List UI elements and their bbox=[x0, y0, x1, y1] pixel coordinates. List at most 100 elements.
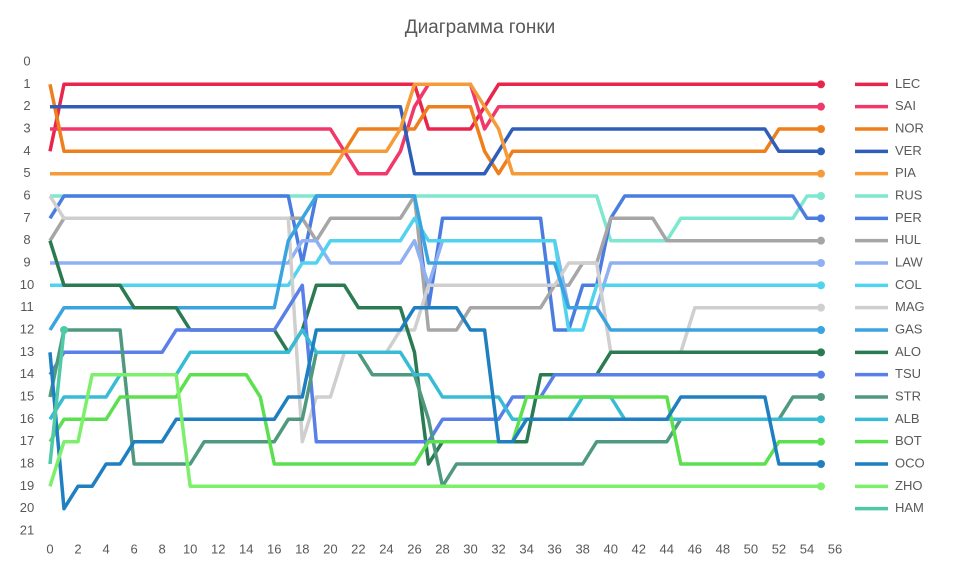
end-marker bbox=[816, 259, 825, 267]
x-tick-label: 34 bbox=[519, 541, 533, 556]
end-marker bbox=[816, 303, 825, 312]
end-marker bbox=[816, 370, 825, 379]
y-tick-label: 5 bbox=[23, 165, 30, 180]
series-line bbox=[50, 216, 821, 332]
y-tick-label: 10 bbox=[20, 277, 34, 292]
end-marker bbox=[816, 437, 825, 446]
series-line bbox=[48, 329, 66, 465]
y-tick-label: 14 bbox=[20, 366, 34, 381]
legend-label: RUS bbox=[895, 187, 923, 202]
y-tick-label: 3 bbox=[23, 120, 30, 135]
x-tick-label: 28 bbox=[435, 541, 449, 556]
x-tick-label: 8 bbox=[159, 541, 166, 556]
x-tick-label: 26 bbox=[407, 541, 421, 556]
end-marker bbox=[816, 236, 825, 245]
x-tick-label: 24 bbox=[379, 541, 393, 556]
x-tick-label: 10 bbox=[183, 541, 197, 556]
end-marker bbox=[816, 281, 825, 290]
series-line bbox=[50, 82, 821, 176]
end-marker bbox=[816, 147, 825, 156]
x-tick-label: 32 bbox=[491, 541, 505, 556]
y-tick-label: 4 bbox=[23, 143, 30, 158]
x-tick-label: 42 bbox=[632, 541, 646, 556]
series-line bbox=[48, 283, 821, 444]
x-tick-label: 46 bbox=[688, 541, 702, 556]
series-line bbox=[48, 328, 821, 422]
end-marker bbox=[816, 393, 825, 401]
y-tick-label: 18 bbox=[20, 455, 34, 470]
end-marker bbox=[816, 415, 825, 424]
legend-label: GAS bbox=[895, 321, 923, 336]
y-tick-label: 15 bbox=[20, 388, 34, 403]
y-tick-label: 2 bbox=[23, 98, 30, 113]
legend-label: HAM bbox=[895, 500, 924, 515]
legend-label: VER bbox=[895, 143, 922, 158]
end-marker bbox=[816, 460, 825, 468]
x-tick-label: 38 bbox=[575, 541, 589, 556]
x-tick-label: 16 bbox=[267, 541, 281, 556]
x-tick-label: 2 bbox=[74, 541, 81, 556]
legend-label: LEC bbox=[895, 76, 920, 91]
legend-label: MAG bbox=[895, 299, 925, 314]
series-line bbox=[48, 305, 821, 511]
legend-label: ALO bbox=[895, 344, 921, 359]
x-tick-label: 56 bbox=[828, 541, 842, 556]
series-line bbox=[48, 83, 821, 176]
legend-label: OCO bbox=[895, 455, 925, 470]
end-marker bbox=[816, 214, 825, 223]
legend-label: BOT bbox=[895, 433, 922, 448]
end-marker bbox=[816, 102, 825, 111]
series-line bbox=[48, 194, 821, 332]
series-line bbox=[48, 372, 821, 489]
y-tick-label: 8 bbox=[23, 232, 30, 247]
y-tick-label: 12 bbox=[20, 321, 34, 336]
end-marker bbox=[816, 80, 825, 89]
x-tick-label: 20 bbox=[323, 541, 337, 556]
x-tick-label: 30 bbox=[463, 541, 477, 556]
legend-label: PIA bbox=[895, 165, 916, 180]
end-marker bbox=[816, 348, 825, 357]
y-tick-label: 17 bbox=[20, 433, 34, 448]
y-tick-label: 9 bbox=[23, 254, 30, 269]
x-tick-label: 44 bbox=[660, 541, 674, 556]
x-tick-label: 4 bbox=[102, 541, 109, 556]
y-tick-label: 7 bbox=[23, 210, 30, 225]
legend-label: STR bbox=[895, 388, 921, 403]
end-marker bbox=[816, 169, 825, 178]
y-tick-label: 13 bbox=[20, 344, 34, 359]
legend-label: SAI bbox=[895, 98, 916, 113]
x-tick-label: 52 bbox=[772, 541, 786, 556]
legend-label: ALB bbox=[895, 411, 920, 426]
legend-label: TSU bbox=[895, 366, 921, 381]
x-tick-label: 14 bbox=[239, 541, 253, 556]
end-marker bbox=[816, 482, 825, 491]
x-tick-label: 54 bbox=[800, 541, 814, 556]
x-tick-label: 50 bbox=[744, 541, 758, 556]
x-tick-label: 18 bbox=[295, 541, 309, 556]
chart-title: Диаграмма гонки bbox=[405, 17, 556, 38]
x-tick-label: 40 bbox=[603, 541, 617, 556]
y-tick-label: 16 bbox=[20, 411, 34, 426]
y-tick-label: 0 bbox=[23, 53, 30, 68]
legend-label: PER bbox=[895, 210, 922, 225]
legend-label: COL bbox=[895, 277, 922, 292]
series-line bbox=[48, 195, 821, 444]
x-tick-label: 22 bbox=[351, 541, 365, 556]
x-tick-label: 0 bbox=[46, 541, 53, 556]
x-tick-label: 6 bbox=[130, 541, 137, 556]
legend-label: HUL bbox=[895, 232, 921, 247]
legend-label: ZHO bbox=[895, 478, 922, 493]
end-marker bbox=[60, 326, 69, 334]
y-tick-label: 6 bbox=[23, 187, 30, 202]
y-tick-label: 1 bbox=[23, 76, 30, 91]
x-tick-label: 12 bbox=[211, 541, 225, 556]
y-tick-label: 21 bbox=[20, 522, 34, 537]
end-marker bbox=[816, 326, 825, 334]
y-tick-label: 19 bbox=[20, 478, 34, 493]
x-tick-label: 36 bbox=[547, 541, 561, 556]
legend-label: LAW bbox=[895, 254, 923, 269]
y-tick-label: 20 bbox=[20, 500, 34, 515]
legend-label: NOR bbox=[895, 120, 924, 135]
